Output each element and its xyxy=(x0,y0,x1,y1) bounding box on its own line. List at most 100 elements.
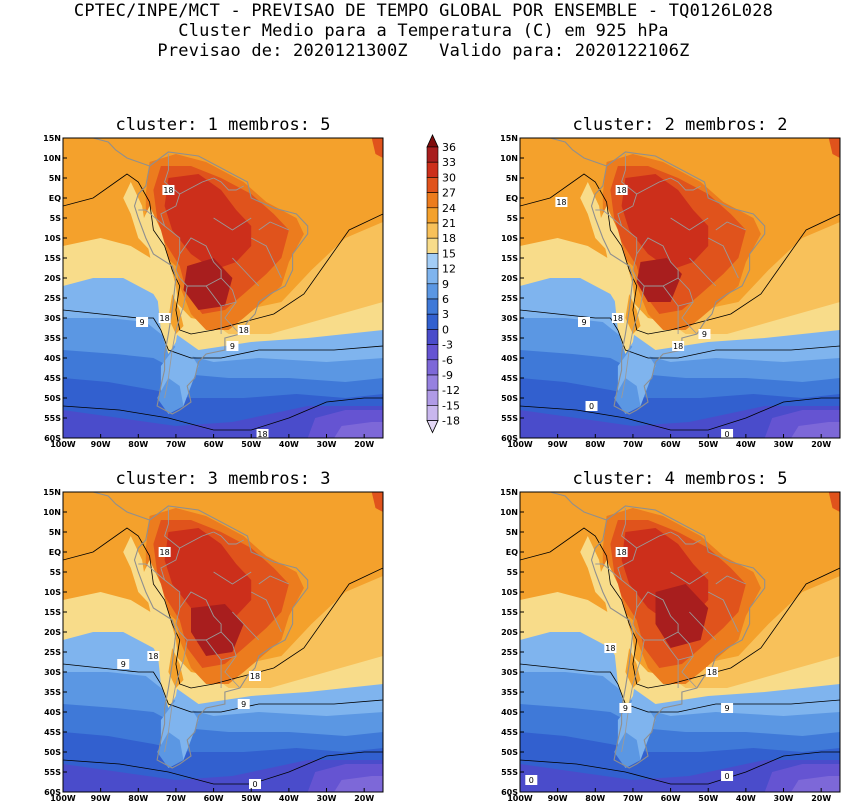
x-tick-label: 60W xyxy=(204,440,224,449)
temperature-band-10 xyxy=(123,536,161,608)
y-tick-label: 15S xyxy=(501,254,518,263)
contour-label: 9 xyxy=(581,318,586,327)
y-tick-label: 15N xyxy=(500,488,518,497)
y-tick-label: 60S xyxy=(501,788,518,797)
contour-label: 9 xyxy=(241,700,246,709)
contour-label-bg xyxy=(158,547,171,557)
contour-line-0 xyxy=(520,173,840,335)
temperature-band-19 xyxy=(828,492,840,512)
contour-label-bg xyxy=(136,317,149,327)
temperature-band-9 xyxy=(334,422,383,438)
country-border-13 xyxy=(715,575,747,585)
y-tick-label: 25S xyxy=(501,294,518,303)
colorbar-label: 6 xyxy=(442,293,449,306)
map-frame xyxy=(62,137,384,439)
x-tick-label: 50W xyxy=(698,440,718,449)
colorbar-label: 33 xyxy=(442,156,456,169)
country-border-3 xyxy=(670,531,701,545)
x-tick-label: 100W xyxy=(507,794,533,803)
x-tick-label: 40W xyxy=(736,794,756,803)
x-tick-label: 30W xyxy=(317,440,337,449)
y-tick-label: 45S xyxy=(501,728,518,737)
x-tick-label: 80W xyxy=(128,794,148,803)
contour-label: 9 xyxy=(623,704,628,713)
y-tick-label: 10S xyxy=(44,234,61,243)
contour-label-bg xyxy=(158,313,171,323)
y-tick-label: 5N xyxy=(506,174,518,183)
x-tick-label: 80W xyxy=(585,794,605,803)
colorbar-label: 3 xyxy=(442,308,449,321)
y-tick-label: 40S xyxy=(44,708,61,717)
country-border-0 xyxy=(617,531,671,625)
contour-label-bg xyxy=(721,771,734,781)
colorbar-segment xyxy=(426,177,439,193)
contour-label-bg xyxy=(604,643,617,653)
temperature-band-7 xyxy=(63,406,383,438)
country-border-7 xyxy=(681,301,698,335)
temperature-band-17 xyxy=(157,378,184,414)
country-border-0 xyxy=(160,177,214,271)
colorbar-label: 21 xyxy=(442,217,456,230)
colorbar-segment xyxy=(426,222,439,239)
y-tick-label: 60S xyxy=(44,434,61,443)
x-tick-label: 20W xyxy=(811,794,831,803)
y-tick-label: 35S xyxy=(501,334,518,343)
country-border-11 xyxy=(689,611,717,641)
colorbar-label: -6 xyxy=(442,354,453,367)
temperature-band-2 xyxy=(206,222,383,334)
country-border-13 xyxy=(258,575,290,585)
y-tick-label: 15S xyxy=(44,608,61,617)
y-tick-label: 20S xyxy=(501,628,518,637)
y-tick-label: 30S xyxy=(501,314,518,323)
country-border-12 xyxy=(670,217,709,231)
x-tick-label: 70W xyxy=(623,794,643,803)
temperature-band-13 xyxy=(164,528,252,624)
colorbar-segment xyxy=(426,313,439,330)
temperature-band-15 xyxy=(168,648,184,688)
y-tick-label: 5S xyxy=(50,214,62,223)
y-tick-label: 40S xyxy=(501,708,518,717)
y-tick-label: 30S xyxy=(44,668,61,677)
y-tick-label: 10S xyxy=(501,588,518,597)
colorbar-segment xyxy=(426,237,439,254)
x-tick-label: 50W xyxy=(698,794,718,803)
map-panel-3: 18 18 18 9 9 0 cluster: 3 membros: 3 15N 10N 5N EQ… xyxy=(43,469,384,803)
y-tick-label: 45S xyxy=(44,728,61,737)
y-tick-label: 10S xyxy=(501,234,518,243)
contour-label: 9 xyxy=(140,318,145,327)
country-border-10 xyxy=(707,237,739,279)
colorbar-label: -3 xyxy=(442,339,453,352)
temperature-band-18 xyxy=(183,258,233,310)
country-border-1 xyxy=(138,209,165,227)
contour-label-bg xyxy=(672,341,685,351)
y-tick-label: 55S xyxy=(44,768,61,777)
y-tick-label: 30S xyxy=(44,314,61,323)
country-border-0 xyxy=(617,177,671,271)
map-frame xyxy=(62,491,384,793)
colorbar-segment xyxy=(426,253,439,269)
contour-label-bg xyxy=(237,325,250,335)
colorbar-label: 30 xyxy=(442,171,456,184)
country-border-9 xyxy=(621,639,645,753)
y-tick-label: 5N xyxy=(49,528,61,537)
contour-label: 0 xyxy=(252,780,257,789)
temperature-band-7 xyxy=(63,760,383,792)
contour-label-bg xyxy=(698,329,711,339)
x-tick-label: 20W xyxy=(811,440,831,449)
panel-title: cluster: 1 membros: 5 xyxy=(116,115,331,135)
temperature-band-19 xyxy=(828,138,840,158)
x-tick-label: 100W xyxy=(507,440,533,449)
y-tick-label: 5S xyxy=(507,214,519,223)
x-tick-label: 30W xyxy=(774,794,794,803)
y-tick-label: 20S xyxy=(501,274,518,283)
y-tick-label: 10N xyxy=(43,154,61,163)
country-border-1 xyxy=(595,563,622,581)
colorbar-label: 36 xyxy=(442,141,456,154)
colorbar-max-arrow xyxy=(426,134,439,148)
colorbar-label: -15 xyxy=(442,399,460,412)
country-border-12 xyxy=(213,217,252,231)
x-tick-label: 30W xyxy=(774,440,794,449)
contour-label-bg xyxy=(555,197,568,207)
temperature-band-18 xyxy=(655,584,709,648)
y-tick-label: 50S xyxy=(44,748,61,757)
